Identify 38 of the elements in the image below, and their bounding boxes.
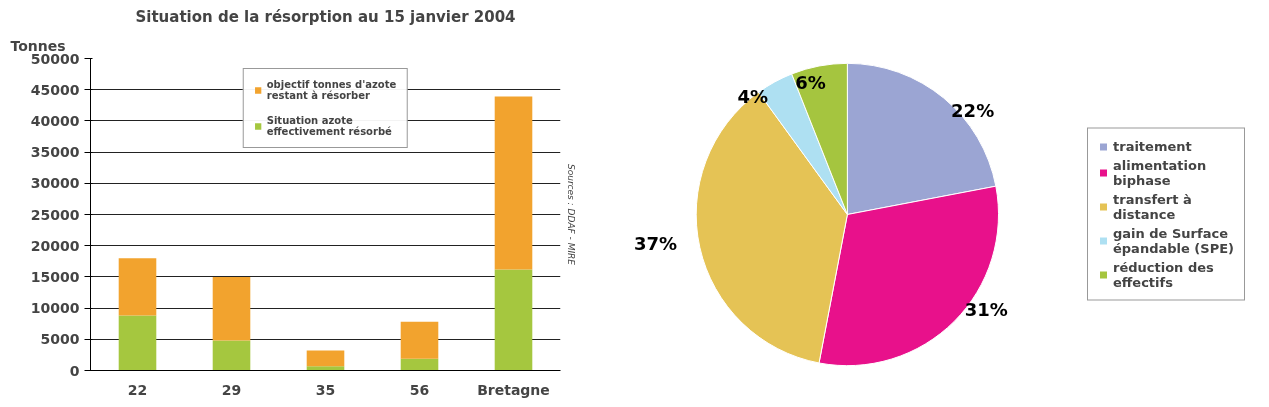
bar	[212, 340, 251, 371]
data-label: 22%	[951, 100, 995, 122]
bar	[118, 258, 157, 316]
y-tick-label: 10000	[30, 300, 80, 317]
x-tick-label: 35	[315, 381, 336, 398]
bar	[118, 315, 157, 371]
y-tick-label: 25000	[30, 206, 80, 223]
legend-label: réduction des effectifs	[1113, 259, 1214, 290]
data-label: 6%	[795, 71, 826, 93]
y-tick-label: 15000	[30, 268, 80, 285]
data-label: 31%	[964, 299, 1008, 321]
bar	[494, 96, 533, 270]
x-tick-label: 22	[127, 381, 148, 398]
source-note: Sources : DDAF - MIRE	[565, 163, 576, 266]
y-tick-label: 45000	[30, 81, 80, 98]
y-tick-label: 20000	[30, 237, 80, 254]
y-tick-label: 5000	[40, 331, 80, 348]
legend-label: transfert à distance	[1113, 191, 1192, 222]
legend-label: objectif tonnes d'azote restant à résorber	[266, 79, 397, 101]
chart-title: Situation de la résorption au 15 janvier 2004	[135, 7, 516, 26]
bar	[306, 366, 345, 371]
data-label: 37%	[634, 233, 678, 255]
x-tick-label: 29	[221, 381, 242, 398]
x-tick-label: Bretagne	[477, 381, 550, 398]
bar	[212, 276, 251, 341]
bar	[494, 269, 533, 371]
y-tick-label: 40000	[30, 112, 80, 129]
legend-label: traitement	[1113, 138, 1192, 154]
legend-label: Situation azote effectivement résorbé	[266, 115, 392, 137]
y-tick-label: 35000	[30, 144, 80, 161]
bar	[306, 350, 345, 367]
y-tick-label: 0	[69, 362, 80, 379]
bar	[400, 321, 439, 359]
legend-label: gain de Surface épandable (SPE)	[1113, 225, 1234, 256]
legend-label: alimentation biphase	[1113, 157, 1207, 188]
x-tick-label: 56	[409, 381, 430, 398]
y-tick-label: 30000	[30, 175, 80, 192]
bar	[400, 358, 439, 371]
